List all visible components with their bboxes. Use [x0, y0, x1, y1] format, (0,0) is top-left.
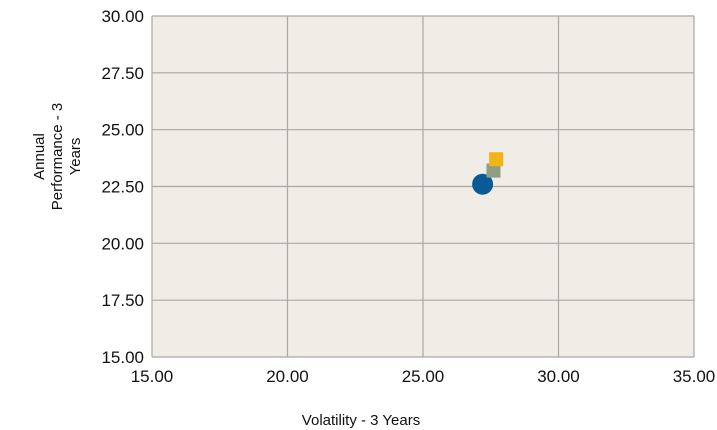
- y-tick-label: 25.00: [101, 121, 144, 140]
- x-tick-label: 20.00: [266, 367, 309, 386]
- y-tick-label: 27.50: [101, 64, 144, 83]
- data-point-square-2: [489, 152, 504, 167]
- y-tick-label: 15.00: [101, 348, 144, 367]
- y-tick-labels: 30.00 27.50 25.00 22.50 20.00 17.50 15.00: [101, 7, 144, 367]
- data-point-circle-0: [472, 173, 494, 195]
- y-axis-title: AnnualPerformance - 3Years: [31, 103, 84, 211]
- grid-lines: [151, 15, 695, 358]
- y-tick-label: 20.00: [101, 234, 144, 253]
- y-axis-title-line: Years: [67, 138, 84, 176]
- x-tick-label: 30.00: [537, 367, 580, 386]
- y-tick-label: 30.00: [101, 7, 144, 26]
- data-points: [472, 152, 504, 195]
- y-axis-title-line: Performance - 3: [49, 103, 66, 211]
- x-tick-label: 35.00: [673, 367, 716, 386]
- x-tick-label: 25.00: [402, 367, 445, 386]
- y-tick-label: 22.50: [101, 178, 144, 197]
- y-tick-label: 17.50: [101, 291, 144, 310]
- x-tick-label: 15.00: [131, 367, 174, 386]
- x-tick-labels: 15.00 20.00 25.00 30.00 35.00: [131, 367, 716, 386]
- data-point-square-1: [486, 163, 501, 178]
- y-axis-title-line: Annual: [31, 133, 48, 180]
- x-axis-title: Volatility - 3 Years: [302, 412, 420, 429]
